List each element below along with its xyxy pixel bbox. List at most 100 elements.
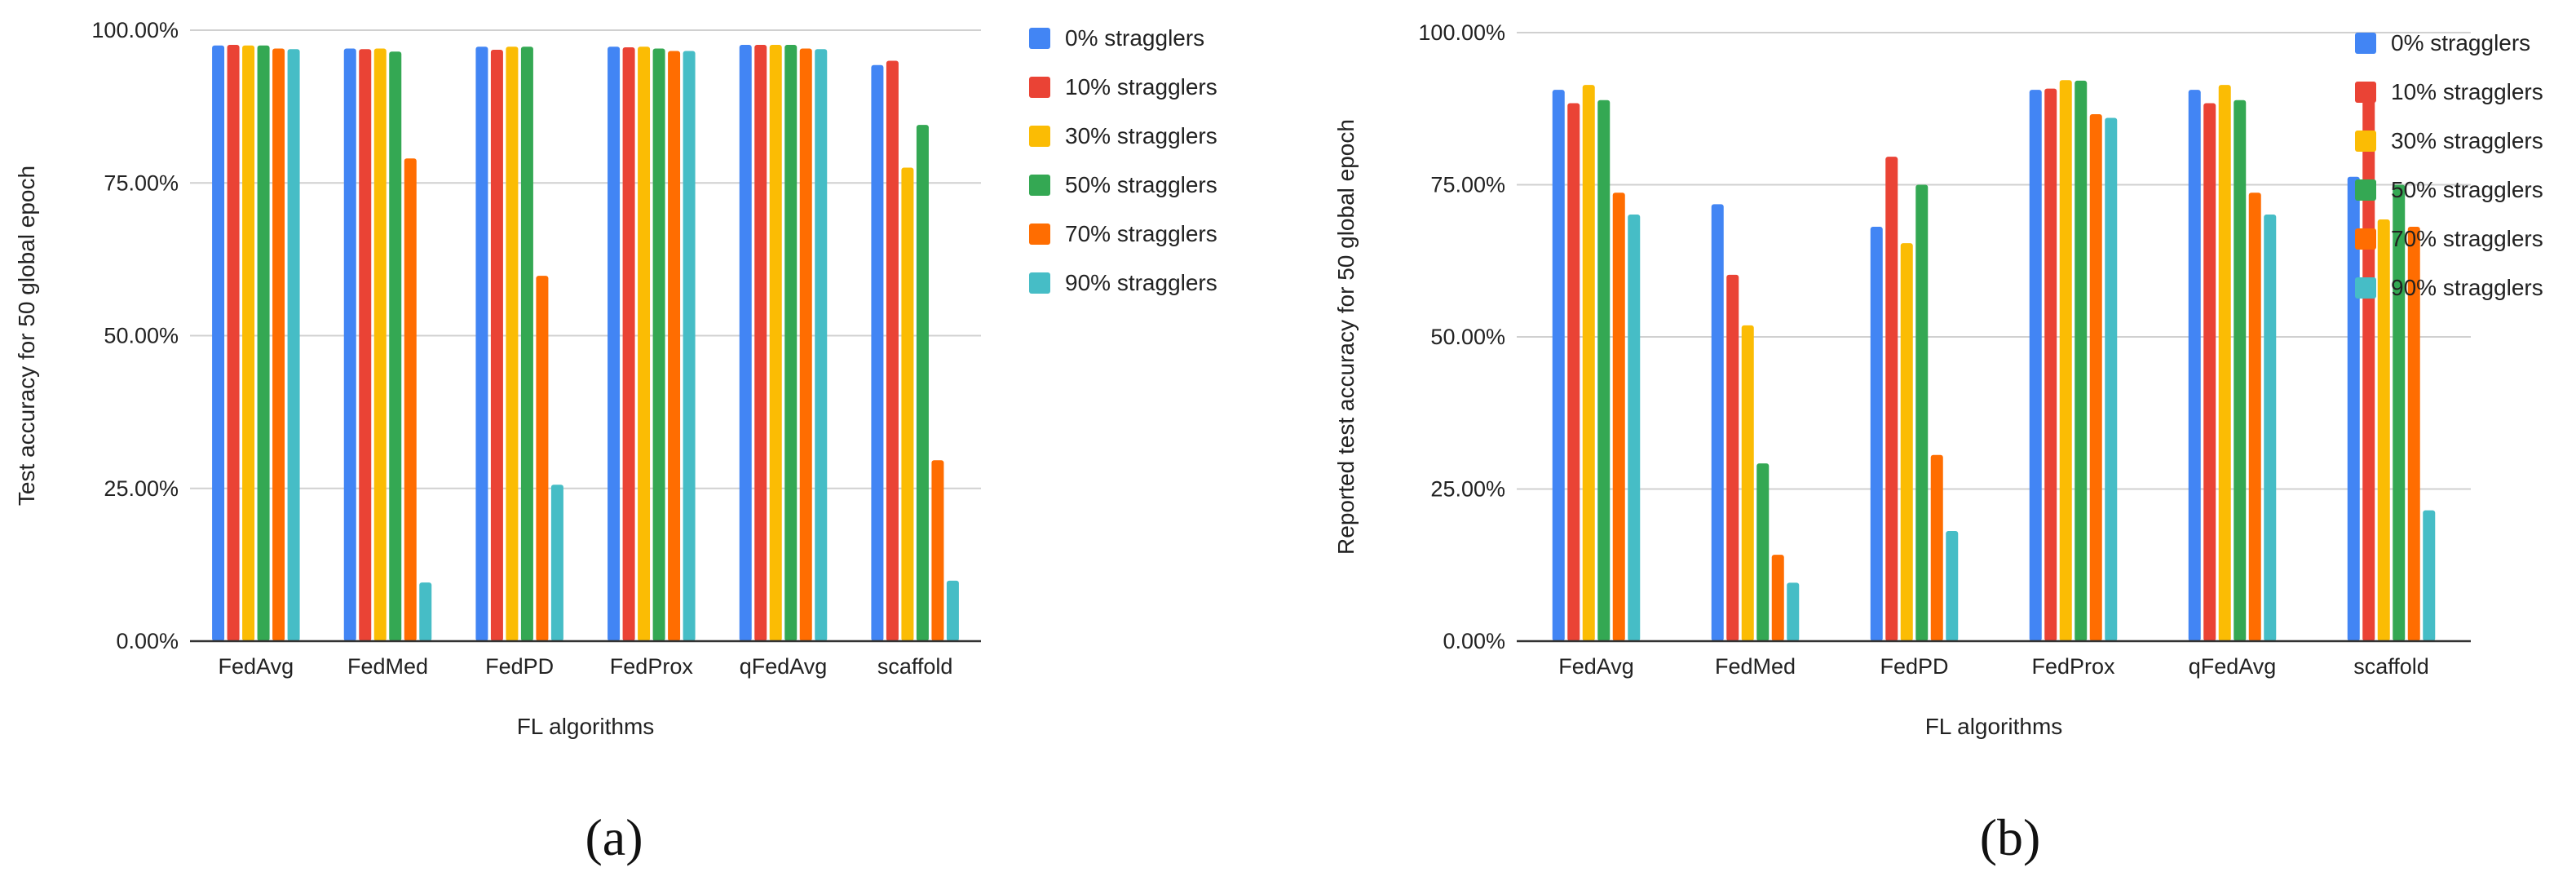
bar-fedprox-series-3 [652,48,665,642]
panel-label: (b) [1980,808,2041,866]
bar-scaffold-series-3 [916,125,929,642]
bar-fedavg-series-4 [1612,193,1625,641]
bar-fedmed-series-5 [419,582,432,641]
legend-label: 0% stragglers [1065,25,1204,51]
bar-scaffold-series-1 [2362,85,2375,642]
legend-label: 50% stragglers [2391,177,2543,202]
x-tick-label: scaffold [2353,654,2429,679]
bar-qfedavg-series-1 [754,44,767,641]
y-axis-title: Reported test accuracy for 50 global epo… [1333,119,1359,555]
y-tick-label: 100.00% [1418,20,1505,45]
y-tick-label: 100.00% [91,18,179,42]
bar-fedprox-series-2 [2059,80,2072,642]
x-axis-title: FL algorithms [1925,714,2063,739]
bar-fedpd-series-2 [506,46,519,641]
bar-fedprox-series-4 [668,51,681,641]
bar-qfedavg-series-3 [2234,100,2247,641]
x-tick-label: FedMed [347,654,428,679]
bar-fedprox-series-0 [2029,90,2042,641]
bar-scaffold-series-4 [2407,226,2420,641]
bar-scaffold-series-3 [2393,184,2406,641]
bar-fedmed-series-0 [343,48,356,642]
bar-scaffold-series-1 [886,60,899,641]
bar-fedavg-series-2 [1582,85,1595,641]
bar-scaffold-series-4 [931,460,944,641]
legend-label: 30% stragglers [1065,123,1217,148]
bar-fedavg-series-0 [212,45,225,642]
x-tick-label: FedPD [1880,654,1948,679]
y-tick-label: 75.00% [1430,173,1505,197]
y-tick-label: 0.00% [1443,629,1505,653]
bar-fedpd-series-3 [1915,184,1929,641]
x-tick-label: FedAvg [219,654,294,679]
bar-fedpd-series-3 [520,46,533,641]
bar-qfedavg-series-2 [769,44,782,641]
legend-swatch [1029,28,1050,49]
bar-qfedavg-series-3 [784,44,798,641]
bar-qfedavg-series-5 [2264,215,2277,642]
bar-fedprox-series-3 [2074,80,2088,641]
bar-fedavg-series-3 [1597,100,1611,641]
bar-scaffold-series-5 [946,580,959,641]
bar-fedpd-series-1 [490,49,503,641]
bar-fedavg-series-2 [242,45,255,642]
bar-fedprox-series-2 [638,46,651,641]
bar-scaffold-series-5 [2423,510,2436,641]
legend-label: 0% stragglers [2391,30,2530,55]
bar-qfedavg-series-2 [2218,85,2231,641]
bar-fedmed-series-5 [1787,582,1800,641]
panel-label: (a) [585,808,643,866]
bar-fedavg-series-3 [257,45,270,642]
bar-fedmed-series-2 [373,48,387,642]
bar-fedpd-series-0 [1870,226,1883,641]
bar-fedprox-series-1 [622,46,635,642]
bar-qfedavg-series-0 [2188,90,2201,641]
bar-fedpd-series-4 [1930,454,1943,641]
x-tick-label: qFedAvg [2189,654,2277,679]
bar-fedmed-series-0 [1711,204,1724,641]
legend-label: 90% stragglers [1065,270,1217,295]
bar-fedmed-series-3 [1756,463,1770,641]
bar-fedpd-series-1 [1885,157,1898,641]
legend-label: 70% stragglers [2391,226,2543,251]
bar-fedpd-series-4 [536,276,549,641]
bar-fedmed-series-4 [404,158,417,642]
bar-fedmed-series-2 [1741,325,1754,641]
legend: 0% stragglers 10% stragglers 30% straggler… [2355,30,2543,300]
legend-label: 90% stragglers [2391,275,2543,300]
x-axis-title: FL algorithms [517,714,655,739]
legend: 0% stragglers 10% stragglers 30% straggler… [1029,25,1217,295]
y-tick-label: 50.00% [1430,325,1505,349]
x-tick-label: scaffold [877,654,953,679]
x-tick-label: FedProx [610,654,694,679]
bar-fedpd-series-2 [1900,243,1913,641]
bar-fedmed-series-1 [1726,274,1739,641]
legend-swatch [1029,175,1050,196]
legend-label: 50% stragglers [1065,172,1217,197]
bar-scaffold-series-2 [901,167,914,641]
bar-fedmed-series-1 [359,49,372,642]
legend-swatch [2355,277,2376,299]
bar-qfedavg-series-5 [815,49,828,642]
bar-qfedavg-series-4 [2248,193,2261,641]
legend-swatch [2355,33,2376,54]
x-tick-label: FedPD [485,654,554,679]
chart-panel-b: 0.00% 25.00% 50.00% 75.00% 100.00% FedAvg FedM… [1333,20,2543,866]
legend-label: 10% stragglers [2391,79,2543,104]
x-tick-label: qFedAvg [740,654,828,679]
bar-fedpd-series-5 [550,485,563,641]
y-tick-label: 75.00% [104,170,179,195]
bar-fedpd-series-5 [1946,530,1959,641]
bar-qfedavg-series-1 [2203,103,2216,641]
chart-panel-a: 0.00% 25.00% 50.00% 75.00% 100.00% FedAvg FedM… [14,18,1217,866]
legend-swatch [2355,228,2376,250]
bar-fedmed-series-4 [1771,555,1784,641]
y-tick-label: 0.00% [116,629,179,653]
bar-scaffold-series-2 [2377,219,2390,642]
y-tick-label: 25.00% [104,476,179,501]
legend-swatch [1029,126,1050,147]
y-tick-label: 50.00% [104,324,179,348]
bar-fedprox-series-1 [2044,88,2057,641]
bar-fedavg-series-0 [1552,90,1565,641]
